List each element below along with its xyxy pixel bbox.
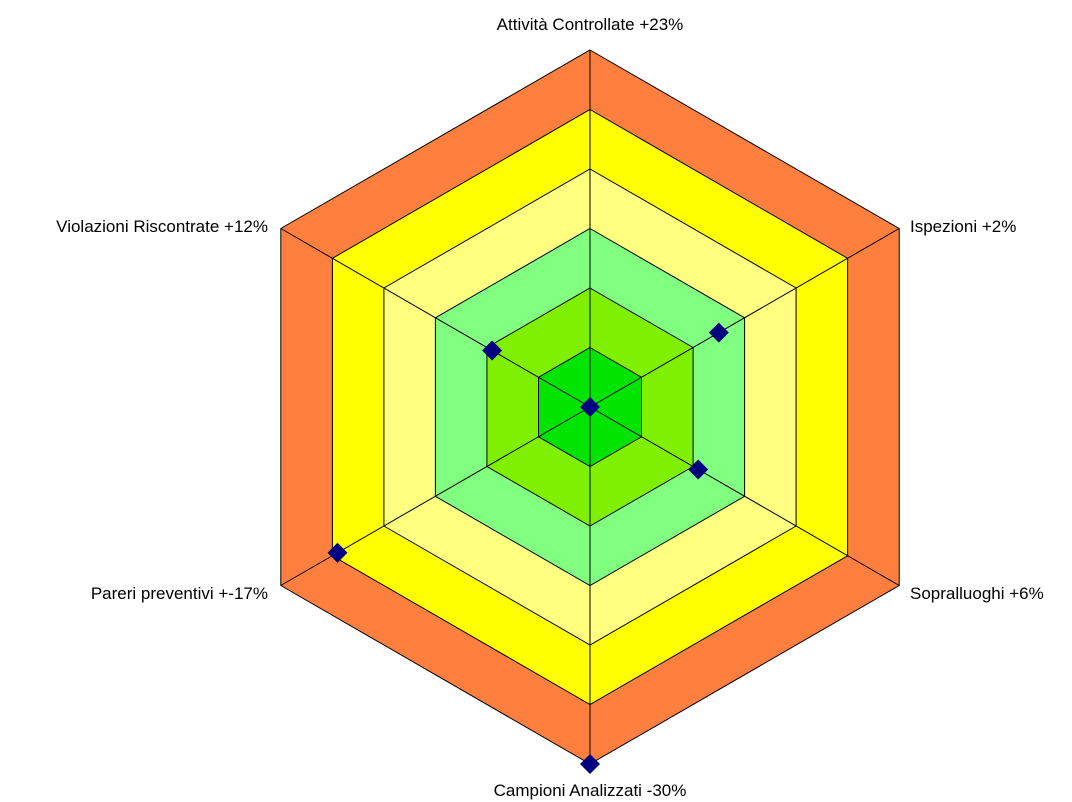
axis-label-violazioni-riscontrate: Violazioni Riscontrate +12% [56, 217, 268, 236]
radar-markers [327, 322, 729, 774]
axis-label-ispezioni: Ispezioni +2% [910, 217, 1016, 236]
radar-spokes [280, 50, 900, 764]
data-marker-4 [327, 542, 348, 563]
data-marker-2 [688, 459, 709, 480]
radar-spoke-2 [589, 406, 900, 586]
data-marker-0 [580, 397, 600, 417]
data-marker-3 [580, 754, 600, 774]
axis-label-sopralluoghi: Sopralluoghi +6% [910, 584, 1044, 603]
data-marker-1 [708, 322, 729, 343]
axis-label-pareri-preventivi: Pareri preventivi +-17% [91, 584, 268, 603]
radar-spoke-1 [589, 228, 900, 408]
radar-axis-labels: Attività Controllate +23% Ispezioni +2% … [56, 15, 1044, 800]
data-marker-5 [482, 340, 503, 361]
radar-spoke-5 [280, 228, 591, 408]
axis-label-campioni-analizzati: Campioni Analizzati -30% [494, 781, 687, 800]
axis-label-attivita-controllate: Attività Controllate +23% [497, 15, 684, 34]
